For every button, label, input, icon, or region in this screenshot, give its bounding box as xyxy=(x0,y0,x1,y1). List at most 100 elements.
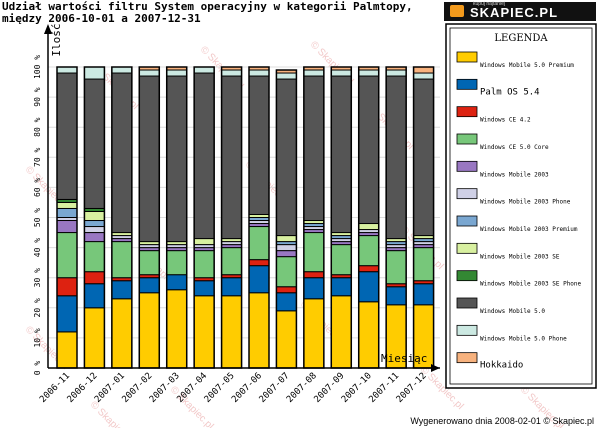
legend-label: Palm OS 5.4 xyxy=(480,87,540,97)
bar-segment xyxy=(248,69,270,77)
legend-swatch xyxy=(456,324,478,336)
bar-segment xyxy=(56,277,78,297)
bar-segment xyxy=(248,265,270,294)
bar-segment xyxy=(330,295,352,369)
legend-swatch xyxy=(456,51,478,63)
legend-swatch xyxy=(456,352,478,364)
y-tick-label: 90 % xyxy=(33,87,42,106)
legend-label: Windows CE 5.0 Core xyxy=(480,144,549,151)
bar-segment xyxy=(221,75,243,240)
bar-group xyxy=(220,66,243,369)
bar-segment xyxy=(413,72,435,80)
bar-segment xyxy=(275,256,297,288)
logo-badge-icon xyxy=(450,5,464,17)
bar-segment xyxy=(83,66,105,80)
bar-segment xyxy=(413,283,435,306)
legend-swatch xyxy=(456,270,478,282)
legend-swatch xyxy=(456,106,478,118)
bar-segment xyxy=(111,241,133,279)
y-axis-label: Ilość xyxy=(50,23,63,56)
bar-segment xyxy=(358,75,380,225)
bar-segment xyxy=(56,331,78,369)
y-axis-arrow-icon xyxy=(44,24,52,34)
bar-segment xyxy=(385,286,407,306)
bar-segment xyxy=(111,72,133,234)
bar-segment xyxy=(275,292,297,312)
bar-segment xyxy=(248,75,270,215)
bar-segment xyxy=(221,69,243,77)
bar-segment xyxy=(330,277,352,297)
bar-segment xyxy=(83,232,105,243)
bar-segment xyxy=(56,295,78,333)
y-tick-label: 20 % xyxy=(33,298,42,317)
legend-label: Windows Mobile 2003 Premium xyxy=(480,226,578,233)
bar-segment xyxy=(138,250,160,276)
legend-label: Windows Mobile 5.0 Phone xyxy=(480,335,567,342)
legend-label: Hokkaido xyxy=(480,361,523,371)
bar-segment xyxy=(166,274,188,291)
bar-segment xyxy=(166,250,188,276)
bar-segment xyxy=(111,66,133,74)
y-tick-label: 30 % xyxy=(33,268,42,287)
y-tick-label: 50 % xyxy=(33,208,42,227)
bar-segment xyxy=(248,226,270,261)
bar-segment xyxy=(111,298,133,369)
legend-swatch xyxy=(456,78,478,90)
bar-segment xyxy=(303,298,325,369)
bar-segment xyxy=(303,69,325,77)
bar-segment xyxy=(275,250,297,258)
legend-label: Windows Mobile 2003 xyxy=(480,171,549,178)
bar-segment xyxy=(358,235,380,267)
bar-segment xyxy=(83,241,105,273)
bar-segment xyxy=(248,259,270,267)
bar-segment xyxy=(166,75,188,243)
bar-segment xyxy=(221,277,243,297)
legend: LEGENDA Windows Mobile 5.0 Premium Palm OS… xyxy=(445,23,597,389)
bar-segment xyxy=(56,220,78,234)
bar-segment xyxy=(275,286,297,294)
bar-group xyxy=(83,66,106,369)
bar-segment xyxy=(56,72,78,200)
y-tick-label: 10 % xyxy=(33,328,42,347)
legend-swatch xyxy=(456,242,478,254)
logo-subtext: kupuj najtaniej xyxy=(473,1,505,7)
skapiec-logo: kupuj najtaniej SKAPIEC.PL xyxy=(444,1,596,21)
bar-segment xyxy=(413,247,435,282)
logo-text: SKAPIEC.PL xyxy=(470,5,559,20)
bar-segment xyxy=(275,310,297,369)
bar-segment xyxy=(193,66,215,74)
bar-segment xyxy=(413,66,435,74)
y-tick-label: 70 % xyxy=(33,147,42,166)
bar-segment xyxy=(56,66,78,74)
bar-segment xyxy=(330,69,352,77)
bar-segment xyxy=(358,265,380,273)
legend-label: Windows Mobile 2003 Phone xyxy=(480,199,571,206)
legend-label: Windows CE 4.2 xyxy=(480,117,531,124)
x-tick-label: 2007-12 xyxy=(395,371,429,405)
bar-segment xyxy=(166,69,188,77)
y-tick-label: 100 % xyxy=(33,55,42,79)
y-tick-label: 0 % xyxy=(33,361,42,376)
bar-segment xyxy=(138,277,160,294)
bar-segment xyxy=(303,271,325,279)
bar-group xyxy=(138,66,161,369)
y-tick-label: 80 % xyxy=(33,117,42,136)
legend-inner-box xyxy=(449,27,593,385)
bar-segment xyxy=(193,250,215,279)
bar-segment xyxy=(275,72,297,80)
bar-group xyxy=(193,66,215,369)
bar-segment xyxy=(83,283,105,309)
legend-swatch xyxy=(456,188,478,200)
bar-group xyxy=(330,66,353,369)
bar-segment xyxy=(221,295,243,369)
y-tick-label: 60 % xyxy=(33,178,42,197)
bar-segment xyxy=(385,69,407,77)
bar-segment xyxy=(138,75,160,243)
bar-segment xyxy=(303,277,325,300)
legend-swatch xyxy=(456,215,478,227)
bar-segment xyxy=(193,280,215,297)
bar-segment xyxy=(358,271,380,303)
bar-segment xyxy=(83,78,105,209)
chart-title: Udział wartości filtru System operacyjny… xyxy=(2,1,413,25)
